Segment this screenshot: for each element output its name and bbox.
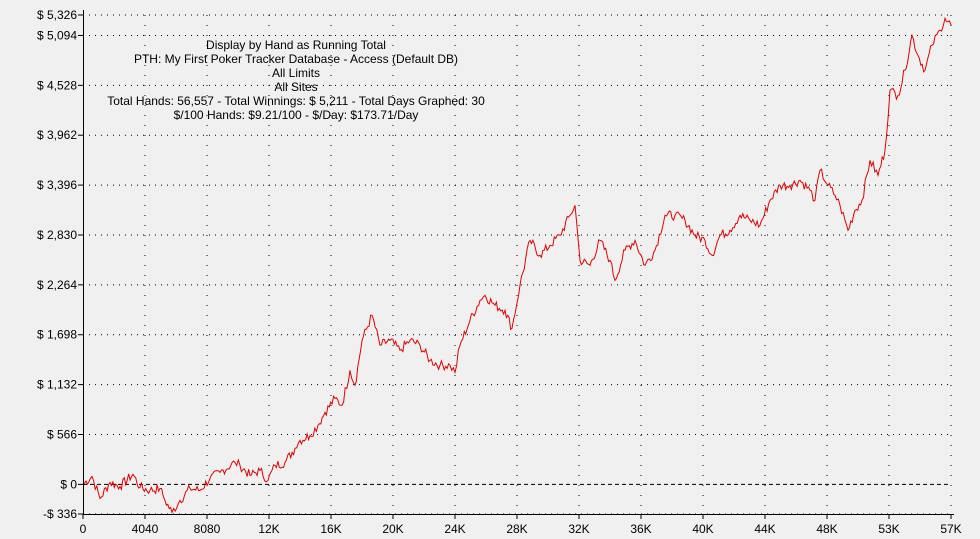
x-tick-label: 4040 <box>132 522 159 536</box>
y-tick-label: $ 1,132 <box>37 378 77 392</box>
grid <box>83 14 952 515</box>
title-line: All Limits <box>272 66 320 80</box>
title-line: $/100 Hands: $9.21/100 - $/Day: $173.71/… <box>174 108 419 122</box>
y-tick-label: $ 5,326 <box>37 8 77 22</box>
y-tick-label: $ 2,264 <box>37 278 77 292</box>
x-tick-label: 8080 <box>194 522 221 536</box>
x-tick-label: 57K <box>940 522 961 536</box>
y-tick-label: $ 566 <box>47 428 77 442</box>
y-tick-label: $ 3,962 <box>37 128 77 142</box>
x-tick-label: 12K <box>258 522 279 536</box>
x-tick-label: 32K <box>568 522 589 536</box>
y-tick-label: $ 3,396 <box>37 178 77 192</box>
y-tick-label: $ 5,094 <box>37 28 77 42</box>
y-tick-label: -$ 336 <box>43 507 77 521</box>
axes: -$ 336 $ 0 $ 566 $ 1,132 $ 1,698 $ 2,264 $ 2,8… <box>37 8 962 536</box>
x-tick-label: 28K <box>506 522 527 536</box>
title-line: Display by Hand as Running Total <box>206 38 386 52</box>
x-tick-label: 48K <box>816 522 837 536</box>
winnings-line <box>82 16 952 514</box>
x-tick-label: 53K <box>878 522 899 536</box>
x-tick-label: 16K <box>320 522 341 536</box>
y-tick-label: $ 4,528 <box>37 78 77 92</box>
x-tick-label: 24K <box>444 522 465 536</box>
title-line: Total Hands: 56,557 - Total Winnings: $ … <box>107 94 485 108</box>
y-tick-label: $ 0 <box>60 477 77 491</box>
x-tick-label: 36K <box>630 522 651 536</box>
y-tick-label: $ 2,830 <box>37 228 77 242</box>
y-tick-label: $ 1,698 <box>37 328 77 342</box>
x-tick-label: 40K <box>692 522 713 536</box>
title-line: PTH: My First Poker Tracker Database - A… <box>134 52 458 66</box>
x-tick-label: 44K <box>754 522 775 536</box>
x-tick-label: 0 <box>80 522 87 536</box>
x-tick-label: 20K <box>382 522 403 536</box>
title-line: All Sites <box>274 80 317 94</box>
